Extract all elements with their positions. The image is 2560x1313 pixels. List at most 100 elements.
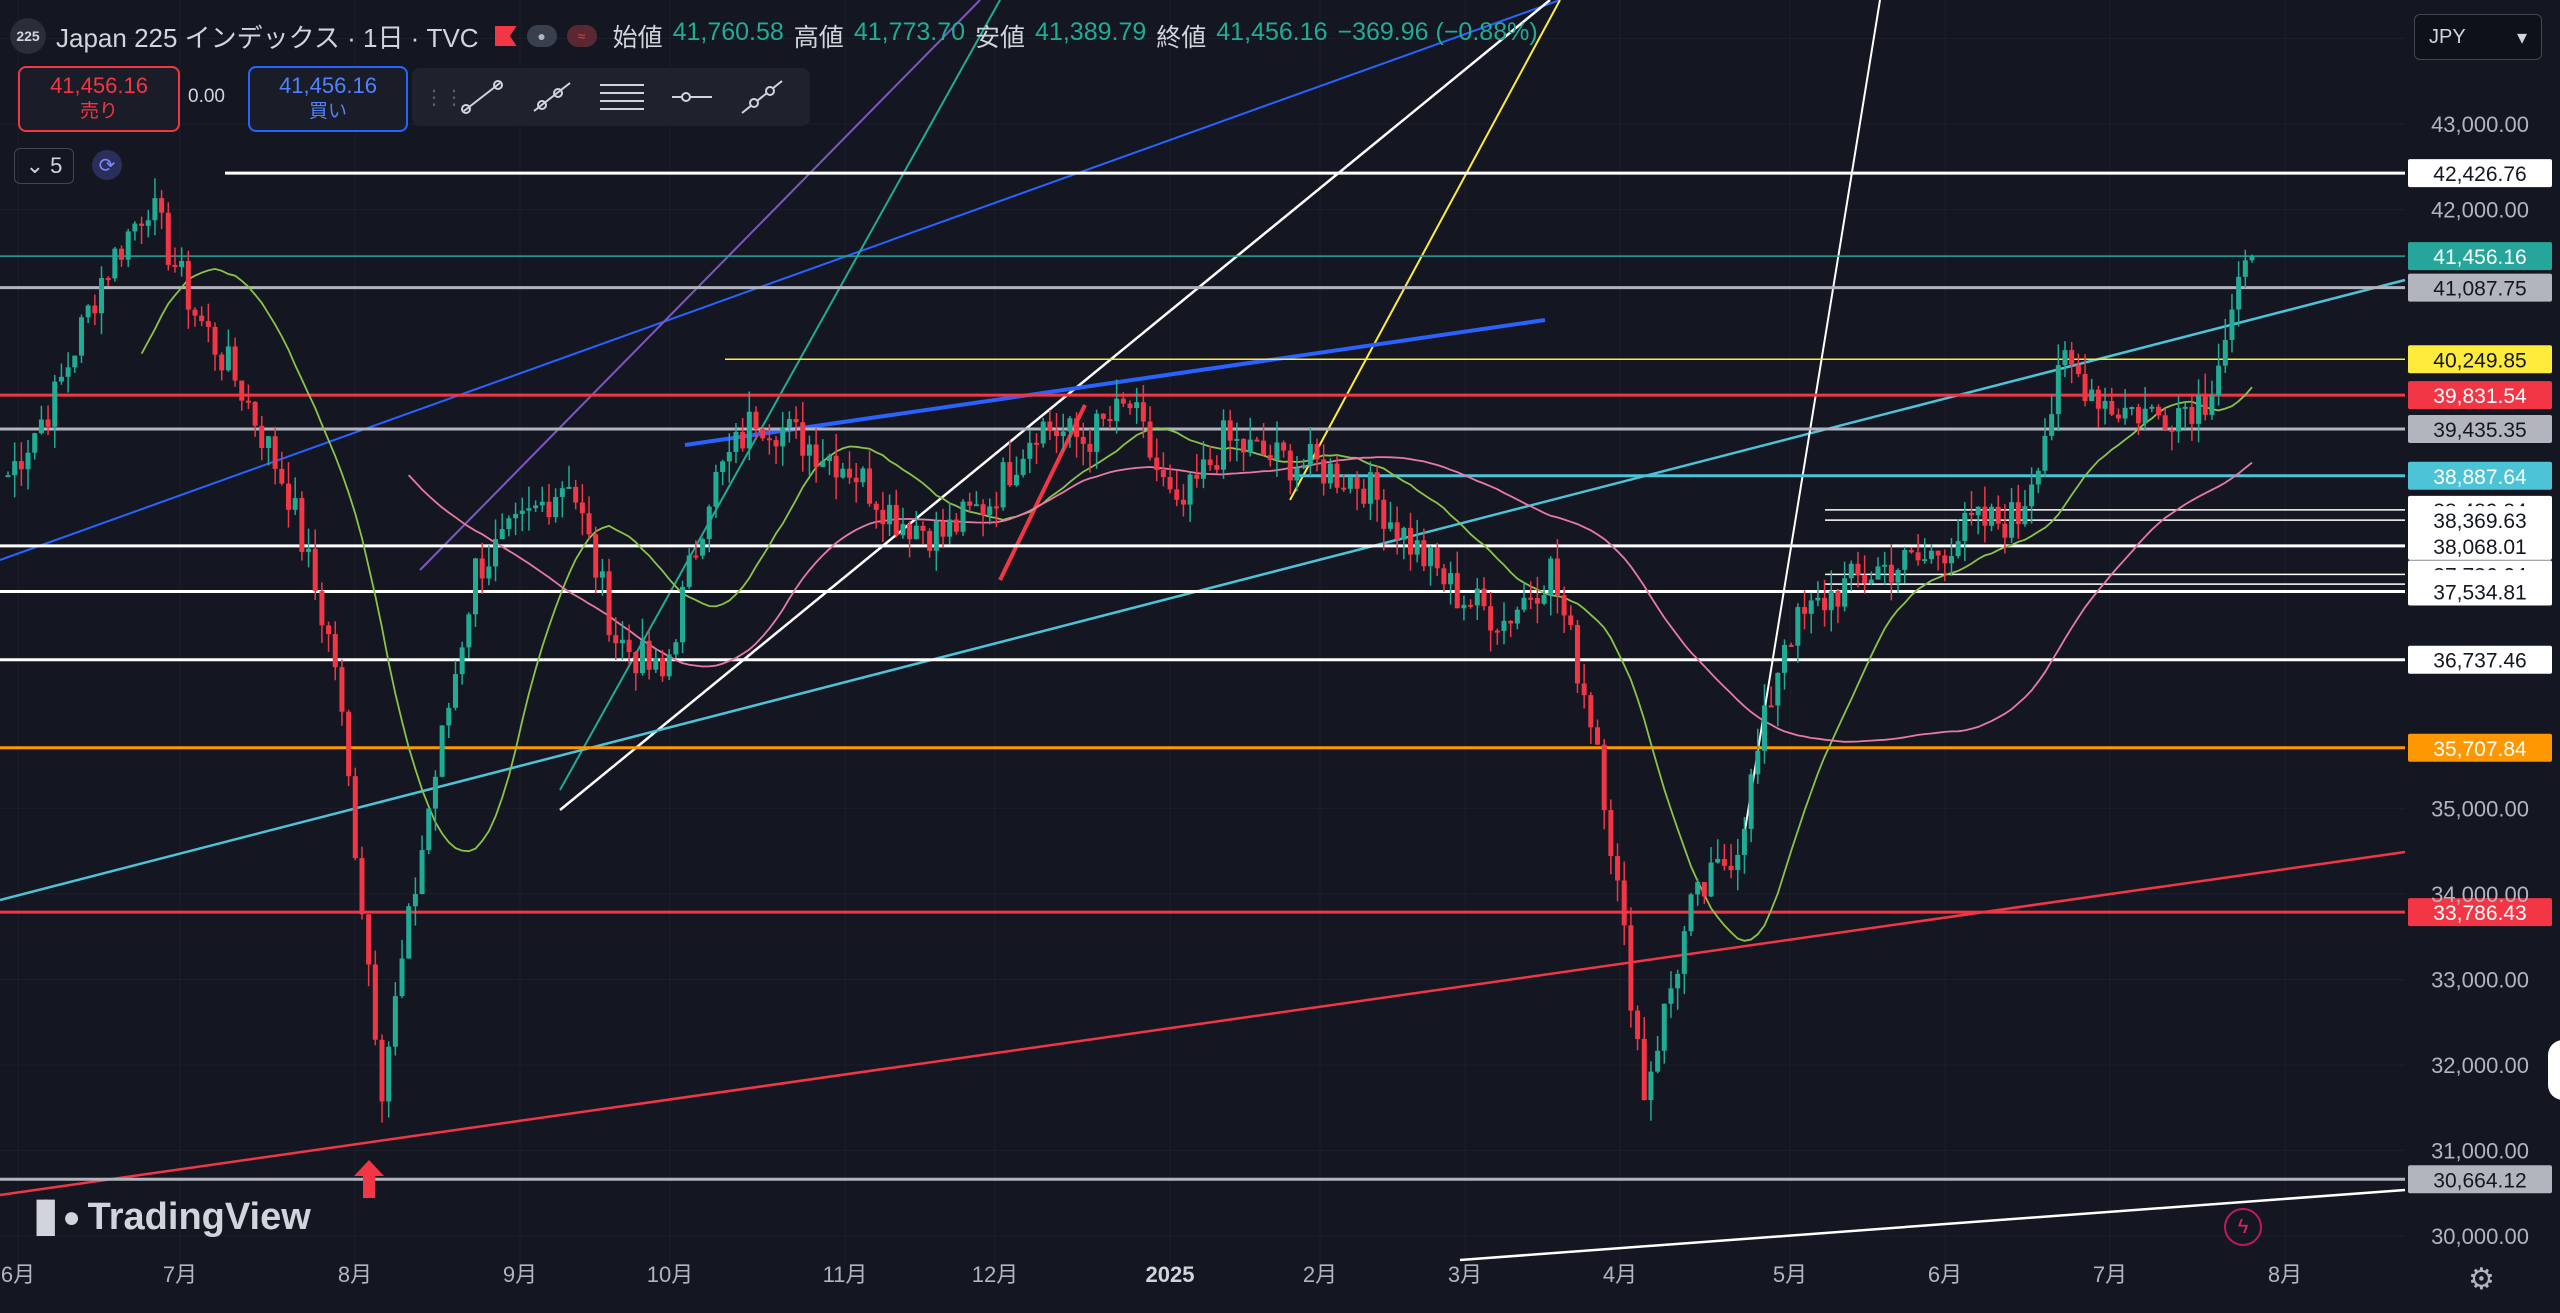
candle-body: [1681, 931, 1687, 974]
ray-tool-icon[interactable]: [526, 77, 578, 117]
side-panel-handle[interactable]: [2548, 1040, 2560, 1100]
candle-body: [359, 858, 365, 915]
candle-body: [346, 711, 352, 777]
x-tick-label: 10月: [647, 1262, 693, 1287]
drag-handle-icon[interactable]: ⋮⋮: [424, 86, 464, 109]
wave-icon[interactable]: ≈: [566, 25, 597, 47]
close-value: 41,456.16: [1216, 18, 1328, 46]
candle-body: [2089, 389, 2095, 402]
symbol-title[interactable]: Japan 225 インデックス · 1日 · TVC: [56, 22, 479, 53]
candle-body: [1989, 506, 1995, 526]
high-value: 41,773.70: [853, 18, 966, 46]
candle-body: [259, 425, 265, 449]
trend-line[interactable]: [0, 0, 1561, 561]
candle-body: [379, 1039, 385, 1102]
candle-body: [793, 419, 799, 423]
trend-line[interactable]: [0, 278, 2406, 902]
candle-body: [105, 278, 111, 281]
trend-line[interactable]: [0, 850, 2406, 1197]
level-price-label: 41,087.75: [2433, 278, 2526, 301]
high-label: 高値: [793, 24, 844, 52]
fib-tool-icon[interactable]: [596, 77, 648, 117]
candle-body: [1748, 774, 1754, 829]
level-price-tag: [2408, 461, 2552, 490]
trend-line[interactable]: [559, 0, 1551, 811]
candle-body: [700, 539, 706, 556]
candle-body: [499, 529, 505, 540]
candle-body: [1060, 431, 1066, 437]
horizontal-line-tool-icon[interactable]: [666, 77, 718, 117]
candle-body: [987, 506, 993, 516]
candle-body: [225, 346, 231, 371]
trend-line[interactable]: [998, 404, 1087, 581]
buy-button[interactable]: 41,456.16 買い: [248, 66, 408, 132]
candle-body: [1013, 474, 1019, 486]
currency-selector[interactable]: JPY ▾: [2414, 14, 2542, 60]
candle-body: [1621, 880, 1627, 926]
candle-body: [873, 503, 879, 510]
trend-line-tool-icon[interactable]: [456, 77, 508, 117]
candle-body: [753, 411, 759, 430]
symbol-badge[interactable]: 225: [10, 18, 46, 54]
candle-body: [319, 590, 325, 626]
tradingview-logo[interactable]: ▐▌● TradingView: [26, 1196, 311, 1239]
trend-line[interactable]: [419, 0, 981, 571]
candle-body: [292, 498, 298, 510]
candle-body: [2062, 350, 2068, 366]
candle-body: [1661, 1003, 1667, 1051]
candle-body: [1675, 973, 1681, 989]
candle-body: [1401, 527, 1407, 540]
trend-line[interactable]: [1459, 1188, 2406, 1262]
compare-icon[interactable]: ●: [526, 25, 557, 47]
time-axis[interactable]: 6月 7月 8月 9月 10月 11月 12月 2025 2月 3月 4月 5月 6月 7月 8月: [1, 1262, 2302, 1287]
trend-line[interactable]: [1289, 0, 1561, 501]
candle-body: [125, 231, 131, 260]
candle-body: [1408, 527, 1413, 555]
candle-body: [2202, 395, 2208, 415]
sync-icon[interactable]: ⟳: [92, 150, 122, 180]
candle-body: [826, 455, 832, 461]
level-price-tag: [2408, 645, 2552, 674]
x-tick-label: 2025: [1146, 1262, 1195, 1287]
settings-gear-icon[interactable]: ⚙: [2468, 1263, 2495, 1296]
candle-body: [833, 455, 839, 478]
candle-body: [887, 504, 893, 525]
trend-line[interactable]: [684, 318, 1546, 447]
candle-body: [112, 248, 118, 279]
flag-icon[interactable]: [494, 26, 517, 46]
candle-body: [1494, 630, 1500, 633]
candle-body: [2015, 502, 2021, 525]
candle-body: [2095, 389, 2101, 409]
interval-selector[interactable]: ⌄ 5: [14, 148, 74, 184]
y-tick-label: 35,000.00: [2431, 796, 2529, 821]
candle-body: [232, 346, 238, 381]
candle-body: [1374, 472, 1380, 500]
candle-body: [1140, 402, 1146, 422]
candle-body: [586, 513, 592, 535]
candle-body: [720, 461, 726, 473]
candle-body: [1755, 750, 1761, 775]
candle-body: [279, 468, 285, 484]
candle-body: [680, 586, 686, 643]
candle-body: [1454, 573, 1460, 609]
level-price-label: 39,831.54: [2433, 385, 2527, 408]
candle-body: [853, 477, 859, 483]
candle-body: [85, 305, 91, 318]
candle-body: [1768, 705, 1774, 708]
candle-body: [2135, 407, 2141, 424]
candle-body: [1655, 1050, 1661, 1072]
candle-body: [185, 260, 191, 310]
trend-line[interactable]: [1744, 0, 1881, 831]
price-axis[interactable]: 42,426.76 41,456.16 41,087.75 40,249.85 39,8…: [2408, 26, 2552, 1249]
candle-body: [1100, 413, 1106, 419]
candle-body: [1708, 862, 1714, 897]
extended-line-tool-icon[interactable]: [736, 77, 788, 117]
flash-icon[interactable]: ϟ: [2224, 1208, 2262, 1246]
candle-body: [666, 654, 672, 677]
candle-body: [2216, 365, 2222, 396]
sell-price: 41,456.16: [50, 73, 148, 98]
sell-button[interactable]: 41,456.16 売り: [18, 66, 180, 132]
candle-body: [1281, 442, 1287, 451]
candle-body: [593, 534, 599, 578]
